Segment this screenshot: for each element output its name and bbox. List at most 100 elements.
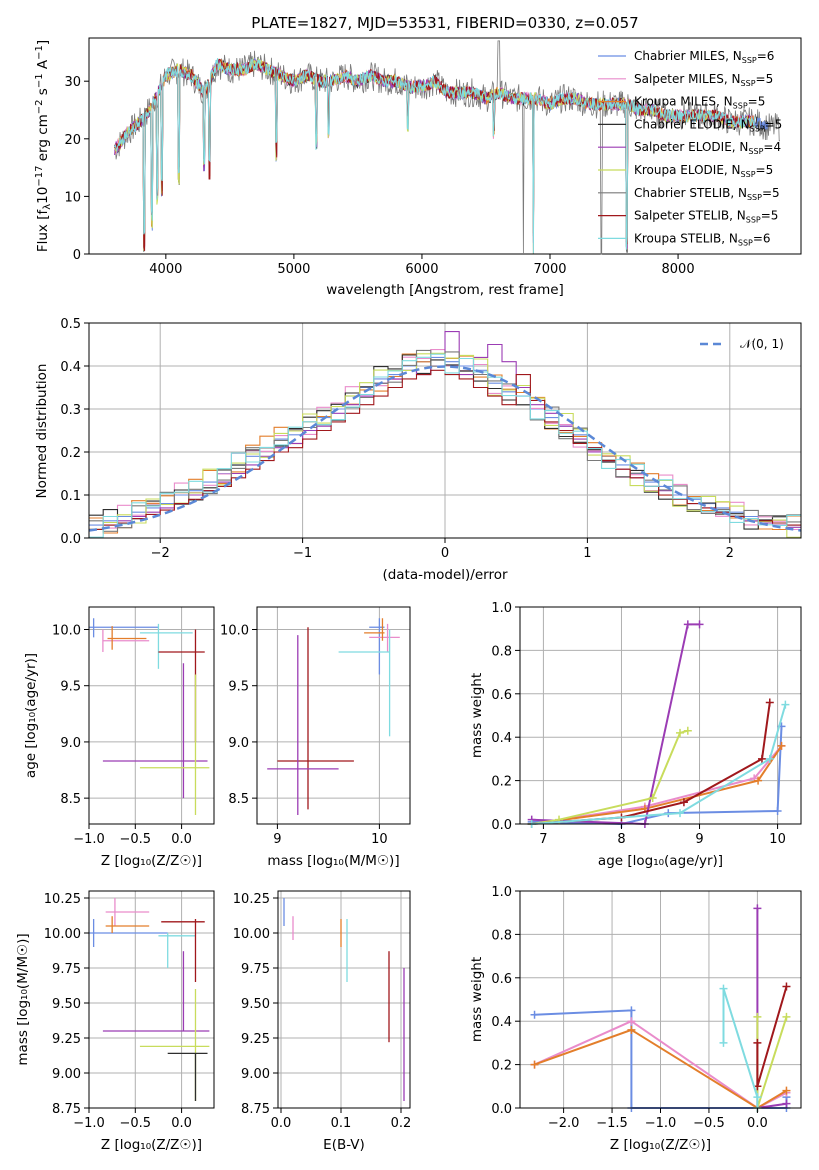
mass_vs_Z-ytick-label: 10.25 [44, 892, 81, 907]
mass_vs_ebv-ytick-label: 8.75 [241, 1102, 270, 1117]
residuals-ticks: −2 −1 0 1 2 0.0 0.1 0.2 0.3 0.4 0.5 [60, 317, 734, 561]
spectrum-series [114, 40, 780, 255]
mass_vs_ebv-xtick-label: 0.1 [331, 1116, 352, 1131]
age_vs_Z-ytick-label: 10.0 [52, 623, 81, 638]
massweight_vs_Z-marker-7 [782, 982, 791, 991]
legend-label-4: Salpeter ELODIE, NSSP=4 [634, 140, 781, 156]
massweight_vs_Z-marker-1 [627, 1017, 636, 1026]
residuals-histograms [89, 331, 801, 538]
legend-label-7: Salpeter STELIB, NSSP=5 [634, 209, 778, 225]
age_vs_mass-ytick-label: 10.0 [220, 623, 249, 638]
mass_vs_Z-xtick-label: 0.0 [171, 1116, 192, 1131]
massweight_vs_Z-line-2 [534, 1028, 788, 1110]
mass_vs_Z-ytick-label: 9.50 [52, 997, 81, 1012]
massweight_vs_Z-grid [520, 890, 801, 1109]
spectrum-ylabel: Flux [fλ10−17 erg cm−2 s−1 A−1] [34, 40, 53, 252]
spectrum-axes-frame [88, 37, 802, 255]
mass_vs_ebv-ytick-label: 10.25 [233, 892, 270, 907]
massweight_vs_age-line-8 [531, 704, 787, 825]
massweight_vs_age-ylabel: mass weight [469, 673, 485, 758]
massweight_vs_Z-line-4 [756, 908, 787, 1110]
massweight_vs_age-marker-8 [676, 809, 685, 818]
massweight_vs_age-ytick-label: 0.8 [491, 644, 512, 659]
residuals-xtick-label: 1 [583, 546, 591, 561]
massweight_vs_Z-marker-5 [753, 1012, 762, 1021]
massweight_vs_age-ytick-label: 0.0 [491, 818, 512, 833]
massweight_vs_age-marker-7 [765, 698, 774, 707]
massweight_vs_age-marker-5 [648, 793, 657, 802]
spectrum-line-8 [114, 58, 756, 254]
residuals-xtick-label: 2 [726, 546, 734, 561]
mass_vs_Z-ytick-label: 8.75 [52, 1102, 81, 1117]
mass_vs_ebv-ytick-label: 9.25 [241, 1032, 270, 1047]
massweight_vs_age-marker-4 [683, 620, 692, 629]
massweight_vs_Z-marker-8 [753, 1093, 762, 1102]
massweight_vs_age-line-4 [531, 623, 700, 826]
massweight_vs_Z-marker-8 [719, 1038, 728, 1047]
massweight_vs_age-xlabel: age [log₁₀(age/yr)] [598, 853, 723, 869]
mass_vs_Z-xtick-label: −0.5 [120, 1116, 152, 1131]
massweight_vs_Z-ytick-label: 1.0 [491, 885, 512, 900]
age_vs_mass-ytick-label: 9.0 [228, 736, 249, 751]
spectrum-line-7 [114, 58, 755, 251]
mass_vs_Z-axes-frame [88, 890, 215, 1109]
residuals-ytick-label: 0.2 [60, 446, 81, 461]
age_vs_Z-ytick-label: 9.0 [60, 736, 81, 751]
massweight_vs_age-xtick-label: 9 [695, 832, 703, 847]
massweight_vs_Z-marker-7 [753, 1038, 762, 1047]
legend-label-6: Chabrier STELIB, NSSP=5 [634, 186, 780, 202]
age_vs_Z-axes-frame [88, 606, 215, 825]
residuals-hist-8 [89, 353, 801, 538]
massweight_vs_age-marker-8 [781, 700, 790, 709]
spectrum-ytick-label: 20 [64, 133, 81, 148]
mass_vs_Z-ytick-label: 9.25 [52, 1032, 81, 1047]
mass_vs_ebv-ytick-label: 9.75 [241, 962, 270, 977]
mass_vs_ebv-grid [278, 891, 410, 1109]
massweight_vs_Z-panel: −2.0 −1.5 −1.0 −0.5 0.0 0.0 0.2 0.4 0.6 0.8 1.0 Z [… [469, 885, 802, 1153]
spectrum-xtick-label: 5000 [277, 262, 310, 277]
spectrum-panel: PLATE=1827, MJD=53531, FIBERID=0330, z=0… [34, 14, 802, 298]
massweight_vs_Z-xtick-label: −1.5 [596, 1116, 628, 1131]
legend-label-3: Chabrier ELODIE, NSSP=5 [634, 117, 782, 133]
age_vs_Z-grid [88, 607, 214, 824]
massweight_vs_age-ytick-label: 0.6 [491, 688, 512, 703]
age_vs_Z-xtick-label: −1.0 [73, 832, 105, 847]
legend-label-2: Kroupa MILES, NSSP=5 [634, 95, 765, 111]
legend-label-5: Kroupa ELODIE, NSSP=5 [634, 163, 773, 179]
spectrum-ticks: 4000 5000 6000 7000 8000 0 10 20 30 [64, 75, 694, 277]
mass_vs_ebv-axes-frame [277, 890, 411, 1109]
massweight_vs_Z-line-7 [756, 986, 788, 1087]
massweight_vs_age-marker-5 [676, 728, 685, 737]
massweight_vs_Z-marker-4 [782, 1099, 791, 1108]
legend-label-1: Salpeter MILES, NSSP=5 [634, 72, 773, 88]
age_vs_mass-axes-frame [256, 606, 411, 825]
age_vs_Z-ytick-label: 8.5 [60, 792, 81, 807]
massweight_vs_Z-marker-5 [782, 1012, 791, 1021]
massweight_vs_age-xtick-label: 7 [539, 832, 547, 847]
massweight_vs_age-xtick-label: 8 [617, 832, 625, 847]
massweight_vs_Z-marker-2 [782, 1086, 791, 1095]
massweight_vs_Z-ytick-label: 0.0 [491, 1102, 512, 1117]
massweight_vs_age-marker-7 [757, 754, 766, 763]
residuals-ytick-label: 0.1 [60, 489, 81, 504]
mass_vs_Z-panel: −1.0 −0.5 0.0 8.75 9.00 9.25 9.50 9.75 10.00 10.2… [15, 890, 215, 1153]
massweight_vs_age-grid [520, 606, 801, 825]
massweight_vs_Z-ytick-label: 0.6 [491, 972, 512, 987]
age_vs_Z-xtick-label: −0.5 [120, 832, 152, 847]
age_vs_mass-xtick-label: 10 [371, 832, 388, 847]
massweight_vs_Z-xtick-label: −0.5 [693, 1116, 725, 1131]
massweight_vs_age-marker-5 [683, 726, 692, 735]
age_vs_mass-xtick-label: 9 [273, 832, 281, 847]
age_vs_mass-panel: 9 10 8.5 9.0 9.5 10.0 mass [log₁₀(M/M☉)] [220, 606, 411, 869]
spectrum-xtick-label: 7000 [533, 262, 566, 277]
massweight_vs_Z-xtick-label: −1.0 [645, 1116, 677, 1131]
massweight_vs_Z-xtick-label: −2.0 [548, 1116, 580, 1131]
massweight_vs_Z-marker-0 [530, 1010, 539, 1019]
massweight_vs_age-marker-8 [765, 754, 774, 763]
mass_vs_Z-ylabel: mass [log₁₀(M/M☉)] [15, 933, 31, 1065]
massweight_vs_age-ytick-label: 1.0 [491, 601, 512, 616]
mass_vs_Z-xlabel: Z [log₁₀(Z/Z☉)] [101, 1137, 202, 1153]
mass_vs_ebv-ytick-label: 10.00 [233, 927, 270, 942]
mass_vs_Z-xtick-label: −1.0 [73, 1116, 105, 1131]
